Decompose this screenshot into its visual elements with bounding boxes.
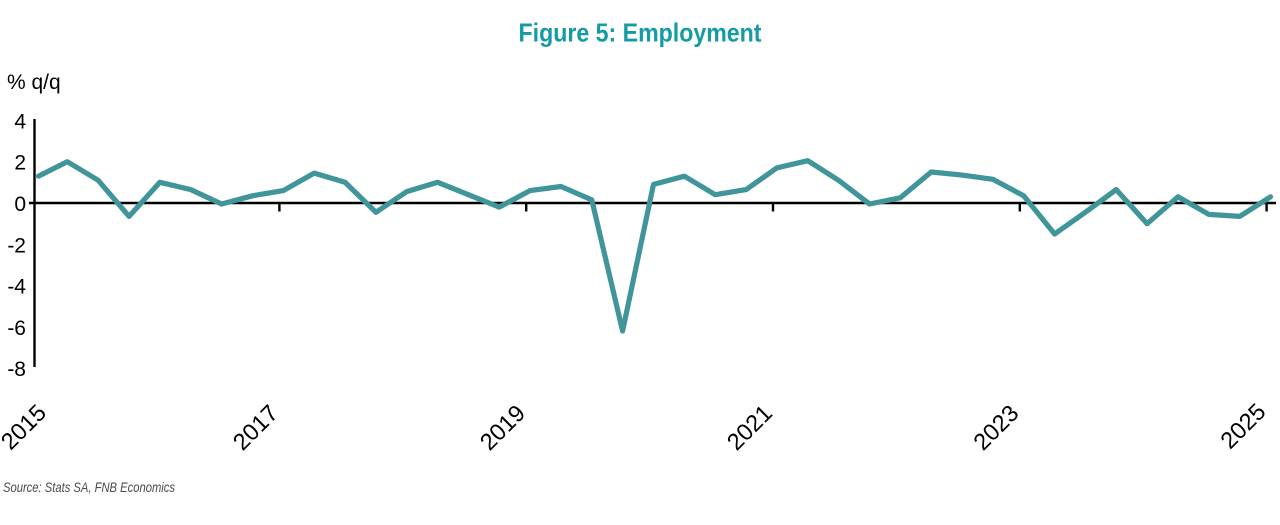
svg-text:-4: -4 (7, 276, 26, 299)
svg-text:% q/q: % q/q (7, 71, 61, 94)
svg-text:2: 2 (14, 152, 26, 175)
svg-text:Figure 5: Employment: Figure 5: Employment (519, 18, 762, 48)
svg-text:-8: -8 (7, 358, 26, 381)
svg-text:0: 0 (14, 193, 26, 216)
svg-text:4: 4 (14, 110, 26, 133)
svg-text:-2: -2 (7, 234, 26, 257)
svg-text:Source: Stats SA, FNB Economic: Source: Stats SA, FNB Economics (3, 479, 175, 495)
svg-text:-6: -6 (7, 317, 26, 340)
